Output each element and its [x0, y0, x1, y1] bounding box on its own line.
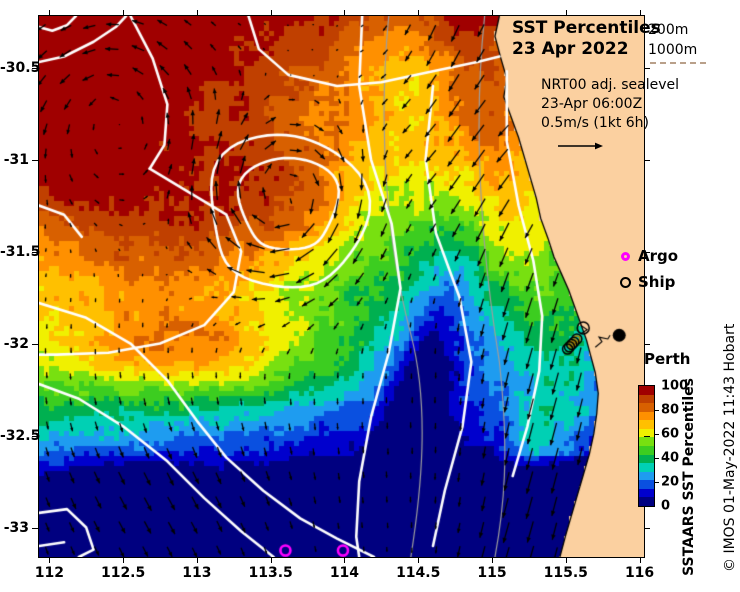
- colorbar-tick-label: 60: [661, 426, 680, 442]
- colorbar-tick: [655, 410, 659, 411]
- x-axis-label: 113.5: [248, 565, 293, 581]
- x-axis-tick-top: [492, 10, 493, 16]
- title-line-2: 23 Apr 2022: [512, 39, 629, 59]
- x-axis-tick: [418, 557, 420, 563]
- x-axis-label: 112: [34, 565, 64, 581]
- title-line-1: SST Percentiles: [512, 18, 661, 38]
- argo-marker-icon: [612, 251, 638, 261]
- y-axis-tick: [32, 435, 38, 437]
- depth-contour-legend: 200m 1000m: [648, 20, 738, 64]
- colorbar-band: [639, 445, 654, 455]
- y-axis-label: -32.5: [0, 427, 41, 444]
- x-axis-label: 112.5: [100, 565, 146, 581]
- x-axis-tick-top: [123, 10, 125, 16]
- sealevel-info-block: NRT00 adj. sealevel 23-Apr 06:00Z 0.5m/s…: [541, 76, 679, 156]
- y-axis-tick: [32, 159, 38, 161]
- colorbar-tick: [655, 458, 659, 459]
- colorbar-band: [639, 428, 654, 438]
- x-axis-tick-top: [49, 10, 51, 16]
- y-axis-label: -33: [3, 519, 29, 536]
- y-axis-label: -31: [3, 151, 29, 168]
- argo-legend-label: Argo: [638, 247, 679, 265]
- y-axis-label: -31.5: [0, 243, 41, 260]
- y-axis-tick-right: [644, 67, 650, 69]
- city-label-perth: Perth: [644, 350, 691, 368]
- y-axis-tick: [32, 67, 38, 69]
- x-axis-tick-top: [565, 10, 567, 16]
- x-axis-tick: [123, 557, 125, 563]
- colorbar-tick-label: 80: [661, 402, 680, 418]
- x-axis-label: 115.5: [543, 565, 588, 581]
- colorbar-tick-label: 40: [661, 450, 680, 466]
- legend-item-argo: Argo: [612, 243, 678, 269]
- colorbar-band: [639, 386, 654, 395]
- x-axis-label: 115: [477, 565, 507, 581]
- colorbar-band: [639, 463, 654, 472]
- colorbar-tick-label: 20: [661, 474, 680, 490]
- sealevel-scale-label: 0.5m/s (1kt 6h): [541, 115, 650, 131]
- colorbar-legend: 0 20 40 60 80 100: [638, 379, 688, 514]
- x-axis-label: 114: [329, 565, 360, 581]
- colorbar-band: [639, 497, 654, 506]
- x-axis-tick: [565, 557, 567, 563]
- colorbar-tick-label: 100: [661, 378, 689, 394]
- colorbar-title: SSTAARS SST Percentiles: [681, 378, 697, 576]
- y-axis-label: -30.5: [0, 59, 41, 76]
- ship-legend-label: Ship: [638, 273, 676, 291]
- x-axis-label: 116: [624, 565, 655, 581]
- copyright-notice: © IMOS 01-May-2022 11:43 Hobart: [722, 323, 738, 572]
- x-axis-tick: [639, 557, 641, 563]
- y-axis-tick: [32, 251, 38, 253]
- y-axis-tick-right: [644, 527, 650, 529]
- x-axis-tick-top: [196, 10, 198, 16]
- x-axis-tick: [49, 557, 51, 563]
- colorbar-tick: [655, 434, 659, 435]
- colorbar-band: [639, 471, 654, 481]
- map-plot-area[interactable]: [38, 15, 645, 558]
- velocity-scale-arrow-icon: [557, 137, 679, 156]
- legend-item-ship: Ship: [612, 269, 678, 295]
- x-axis-tick: [492, 557, 493, 563]
- y-axis-tick: [32, 343, 38, 345]
- map-title: SST Percentiles 23 Apr 2022: [512, 18, 661, 60]
- y-axis-tick-right: [644, 435, 650, 437]
- y-axis-label: -32: [3, 335, 29, 352]
- colorbar-band: [639, 420, 654, 429]
- colorbar-band: [639, 488, 654, 498]
- x-axis-tick-top: [344, 10, 346, 16]
- x-axis-tick-top: [270, 10, 272, 16]
- colorbar-band: [639, 411, 654, 421]
- velocity-vector-layer: [39, 16, 644, 557]
- depth-contour-dash-icon: [650, 62, 706, 64]
- y-axis-tick-right: [644, 159, 650, 161]
- colorbar-band: [639, 480, 654, 489]
- x-axis-tick-top: [639, 10, 641, 16]
- sealevel-timestamp-label: 23-Apr 06:00Z: [541, 96, 643, 112]
- colorbar-band: [639, 454, 654, 464]
- colorbar-tick-label: 0: [661, 498, 671, 514]
- x-axis-label: 114.5: [396, 565, 441, 581]
- colorbar-gradient: [638, 385, 655, 507]
- sealevel-product-label: NRT00 adj. sealevel: [541, 77, 680, 93]
- x-axis-tick: [196, 557, 198, 563]
- y-axis-tick-right: [644, 343, 650, 345]
- colorbar-band: [639, 403, 654, 412]
- x-axis-tick-top: [418, 10, 420, 16]
- x-axis-tick: [344, 557, 346, 563]
- depth-200m-label: 200m: [648, 22, 689, 38]
- y-axis-tick-right: [644, 251, 650, 253]
- colorbar-band: [639, 437, 654, 446]
- x-axis-tick: [270, 557, 272, 563]
- marker-legend: Argo Ship: [612, 243, 678, 295]
- depth-1000m-label: 1000m: [648, 42, 698, 58]
- ship-marker-icon: [612, 276, 638, 288]
- colorbar-band: [639, 394, 654, 404]
- colorbar-tick: [655, 482, 659, 483]
- y-axis-tick: [32, 527, 38, 529]
- x-axis-label: 113: [182, 565, 212, 581]
